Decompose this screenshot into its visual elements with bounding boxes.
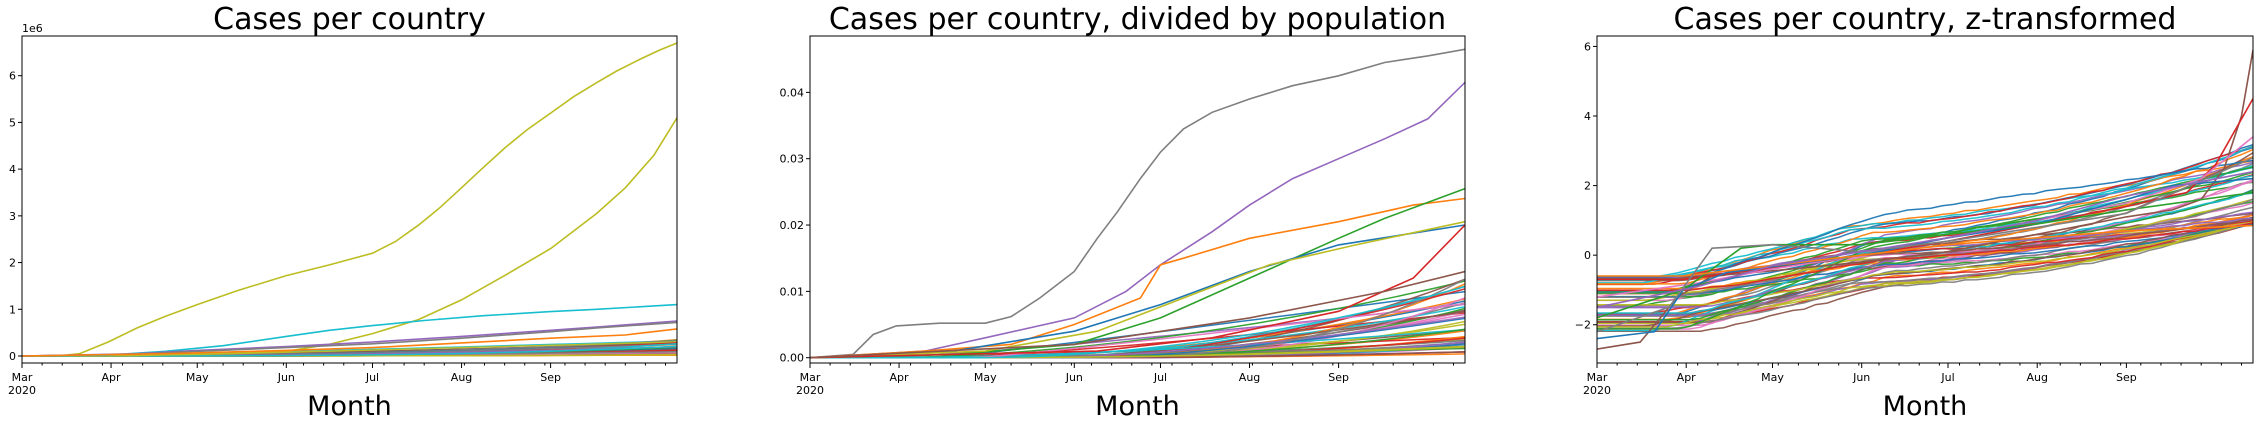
x-tick-label: Sep xyxy=(2116,371,2137,384)
x-tick-label: May xyxy=(186,371,209,384)
y-tick-label: 6 xyxy=(1584,40,1591,53)
y-tick-label: 3 xyxy=(9,210,16,223)
series-line xyxy=(1597,166,2253,281)
series-line-highlight xyxy=(1597,191,2253,319)
y-tick-label: 0 xyxy=(1584,249,1591,262)
series-line-highlight xyxy=(810,224,1465,359)
x-tick-label: Mar xyxy=(800,371,821,384)
series-group xyxy=(22,42,677,357)
y-tick-label: 6 xyxy=(9,70,16,83)
chart-title: Cases per country, z-transformed xyxy=(1674,2,2177,37)
series-line-highlight xyxy=(810,48,1465,359)
y-tick-label: 2 xyxy=(9,257,16,270)
series-line-highlight xyxy=(810,187,1465,359)
y-tick-label: 0.03 xyxy=(780,153,805,166)
series-line-highlight xyxy=(810,270,1465,359)
series-line xyxy=(1597,145,2253,285)
x-tick-label: Jul xyxy=(1940,371,1954,384)
y-tick-label: 4 xyxy=(1584,110,1591,123)
x-tick-label: Mar xyxy=(1587,371,1608,384)
y-tick-label: 1 xyxy=(9,303,16,316)
series-line-highlight xyxy=(1597,170,2253,309)
y-tick-label: 0 xyxy=(9,350,16,363)
series-line xyxy=(1597,220,2253,330)
x-axis-label: Month xyxy=(1095,391,1180,422)
x-axis-label: Month xyxy=(307,391,392,422)
x-tick-label: Apr xyxy=(890,371,910,384)
x-tick-label: Sep xyxy=(540,371,561,384)
x-tick-label: Mar xyxy=(12,371,33,384)
y-tick-label: 2 xyxy=(1584,180,1591,193)
series-line xyxy=(1597,221,2253,306)
x-tick-label: Jul xyxy=(1153,371,1167,384)
y-tick-label: 0.04 xyxy=(780,86,805,99)
x-tick-label: May xyxy=(974,371,997,384)
x-tick-label: Apr xyxy=(1677,371,1697,384)
series-line xyxy=(810,285,1465,359)
y-tick-label: 5 xyxy=(9,116,16,129)
series-line xyxy=(1597,222,2253,298)
series-line xyxy=(1597,218,2253,280)
x-tick-label: Jun xyxy=(277,371,295,384)
x-tick-label: Aug xyxy=(2026,371,2047,384)
series-line-highlight xyxy=(1597,49,2253,350)
series-line-highlight xyxy=(22,117,677,357)
x-tick-label: Aug xyxy=(1239,371,1260,384)
x-tick-label: Jun xyxy=(1852,371,1870,384)
x-axis-label: Month xyxy=(1883,391,1968,422)
axes-frame xyxy=(809,35,1466,364)
series-group xyxy=(810,48,1465,359)
series-line-highlight xyxy=(810,220,1465,359)
series-line-highlight xyxy=(1597,224,2253,277)
y-tick-label: 0.02 xyxy=(780,219,805,232)
x-tick-label: Aug xyxy=(451,371,472,384)
axes-frame xyxy=(21,35,678,364)
x-tick-label: Sep xyxy=(1328,371,1349,384)
x-tick-label: 2020 xyxy=(1583,384,1611,397)
series-line xyxy=(1597,220,2253,328)
y-offset-label: 1e6 xyxy=(22,22,43,35)
y-tick-label: 0.01 xyxy=(780,285,805,298)
series-line-highlight xyxy=(810,197,1465,359)
x-tick-label: Jul xyxy=(365,371,379,384)
series-group xyxy=(1597,49,2253,350)
series-line xyxy=(1597,198,2253,299)
y-tick-label: 4 xyxy=(9,163,16,176)
series-line xyxy=(1597,222,2253,292)
x-tick-label: 2020 xyxy=(796,384,824,397)
series-line-highlight xyxy=(22,42,677,357)
series-line xyxy=(1597,179,2253,330)
series-line-highlight xyxy=(22,328,677,357)
series-line-highlight xyxy=(810,81,1465,359)
axes-frame xyxy=(1596,35,2254,364)
y-tick-label: 0.00 xyxy=(780,352,805,365)
x-tick-label: Apr xyxy=(102,371,122,384)
series-line xyxy=(1597,148,2253,285)
x-tick-label: May xyxy=(1761,371,1784,384)
x-tick-label: 2020 xyxy=(8,384,36,397)
chart-title: Cases per country, divided by population xyxy=(829,2,1446,37)
series-line xyxy=(1597,145,2253,284)
y-tick-label: −2 xyxy=(1575,319,1591,332)
chart-title: Cases per country xyxy=(213,2,486,37)
x-tick-label: Jun xyxy=(1065,371,1083,384)
